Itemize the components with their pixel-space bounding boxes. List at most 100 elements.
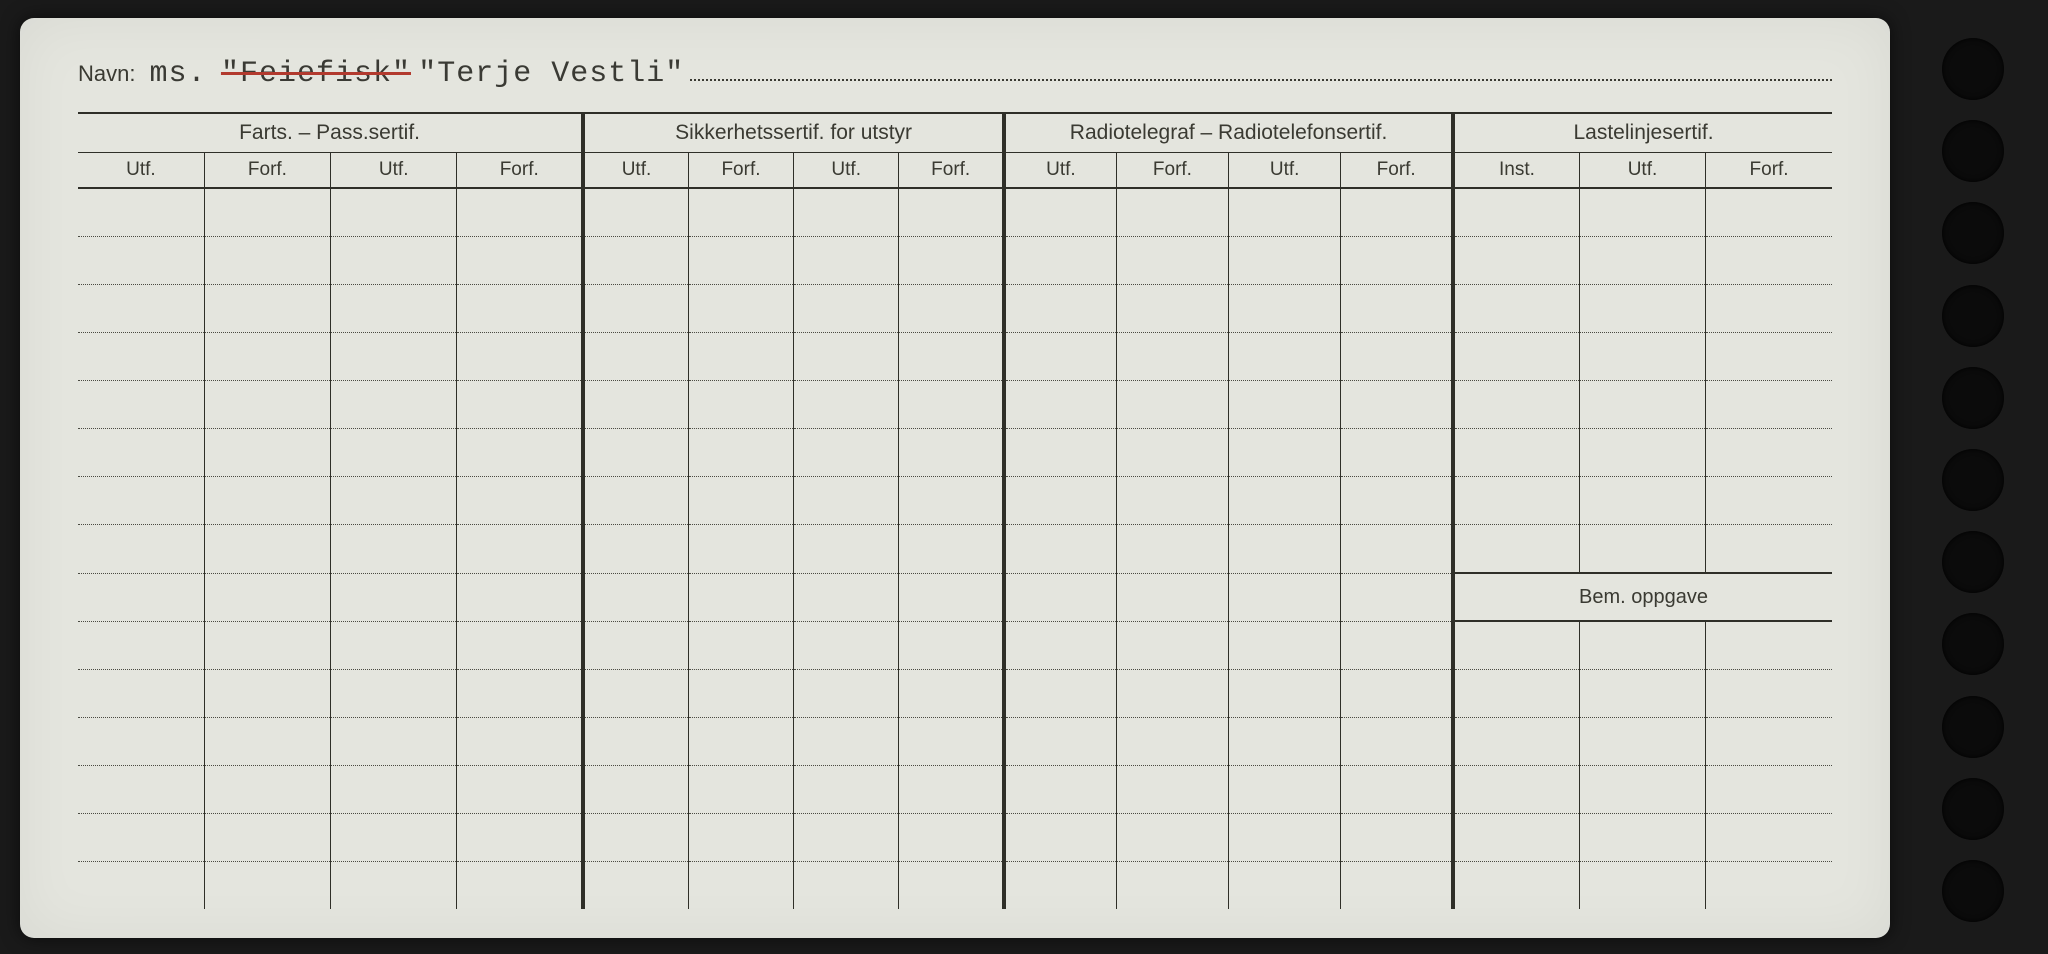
card-content: Navn: ms. "Feiefisk" "Terje Vestli" Fart… <box>50 38 1860 908</box>
binder-hole <box>1942 860 2004 922</box>
table-cell <box>688 525 793 574</box>
table-cell <box>1706 333 1832 381</box>
table-cell <box>899 621 1004 670</box>
table-cell <box>583 237 688 285</box>
table-cell <box>78 525 204 574</box>
table-cell <box>1706 188 1832 237</box>
table-cell <box>1004 718 1116 766</box>
table-cell <box>204 237 330 285</box>
table-cell <box>331 237 457 285</box>
table-cell <box>204 285 330 333</box>
table-cell <box>1229 621 1341 670</box>
bem-cell <box>1579 814 1705 862</box>
table-cell <box>794 381 899 429</box>
table-cell <box>899 285 1004 333</box>
table-row <box>78 766 1832 814</box>
table-cell <box>1453 333 1579 381</box>
bem-cell <box>1706 814 1832 862</box>
table-cell <box>1341 285 1453 333</box>
table-cell <box>1004 621 1116 670</box>
table-cell <box>331 573 457 621</box>
table-cell <box>794 766 899 814</box>
table-cell <box>457 333 583 381</box>
table-cell <box>1706 525 1832 574</box>
binder-hole <box>1942 38 2004 100</box>
group-header: Lastelinjesertif. <box>1453 113 1832 153</box>
table-row <box>78 285 1832 333</box>
table-cell <box>899 814 1004 862</box>
table-cell <box>899 573 1004 621</box>
table-cell <box>1341 766 1453 814</box>
table-cell <box>1004 862 1116 910</box>
table-row <box>78 621 1832 670</box>
col-header: Inst. <box>1453 153 1579 189</box>
table-cell <box>1453 525 1579 574</box>
table-cell <box>794 237 899 285</box>
table-cell <box>899 670 1004 718</box>
binder-hole <box>1942 449 2004 511</box>
bem-cell <box>1579 862 1705 910</box>
bem-cell <box>1453 862 1579 910</box>
table-cell <box>899 718 1004 766</box>
table-cell <box>1229 573 1341 621</box>
table-cell <box>1004 573 1116 621</box>
index-card: Navn: ms. "Feiefisk" "Terje Vestli" Fart… <box>20 18 1890 938</box>
table-cell <box>1116 285 1228 333</box>
table-cell <box>1706 237 1832 285</box>
table-cell <box>331 670 457 718</box>
bem-cell <box>1706 621 1832 670</box>
col-header: Utf. <box>78 153 204 189</box>
table-cell <box>1229 766 1341 814</box>
col-header: Forf. <box>457 153 583 189</box>
table-cell <box>583 814 688 862</box>
table-cell <box>899 862 1004 910</box>
table-cell <box>1341 477 1453 525</box>
table-row <box>78 237 1832 285</box>
sub-header-row: Utf. Forf. Utf. Forf. Utf. Forf. Utf. Fo… <box>78 153 1832 189</box>
table-cell <box>583 285 688 333</box>
table-cell <box>1116 381 1228 429</box>
table-cell <box>794 862 899 910</box>
table-cell <box>1229 525 1341 574</box>
table-cell <box>899 766 1004 814</box>
table-cell <box>688 188 793 237</box>
table-cell <box>204 333 330 381</box>
table-cell <box>457 381 583 429</box>
table-cell <box>1453 381 1579 429</box>
binder-hole <box>1942 696 2004 758</box>
table-cell <box>899 381 1004 429</box>
table-cell <box>457 525 583 574</box>
table-cell <box>78 621 204 670</box>
table-cell <box>1116 862 1228 910</box>
table-cell <box>794 814 899 862</box>
table-cell <box>583 621 688 670</box>
table-cell <box>457 188 583 237</box>
table-cell <box>1004 814 1116 862</box>
table-cell <box>331 862 457 910</box>
table-cell <box>457 718 583 766</box>
title-label: Navn: <box>78 61 135 87</box>
table-cell <box>1004 670 1116 718</box>
binder-hole <box>1942 613 2004 675</box>
table-cell <box>204 670 330 718</box>
bem-oppgave-header: Bem. oppgave <box>1453 573 1832 621</box>
table-cell <box>688 477 793 525</box>
table-row <box>78 477 1832 525</box>
table-cell <box>1004 525 1116 574</box>
table-cell <box>1453 188 1579 237</box>
table-cell <box>78 429 204 477</box>
col-header: Utf. <box>794 153 899 189</box>
table-cell <box>1004 477 1116 525</box>
table-cell <box>794 573 899 621</box>
bem-cell <box>1453 621 1579 670</box>
table-cell <box>1341 573 1453 621</box>
bem-cell <box>1453 766 1579 814</box>
table-cell <box>794 670 899 718</box>
table-cell <box>1004 188 1116 237</box>
table-cell <box>1579 477 1705 525</box>
table-row <box>78 670 1832 718</box>
table-cell <box>1579 525 1705 574</box>
table-cell <box>78 670 204 718</box>
col-header: Forf. <box>1116 153 1228 189</box>
table-row <box>78 814 1832 862</box>
